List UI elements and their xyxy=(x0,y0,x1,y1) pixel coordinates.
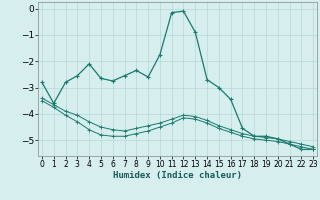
X-axis label: Humidex (Indice chaleur): Humidex (Indice chaleur) xyxy=(113,171,242,180)
